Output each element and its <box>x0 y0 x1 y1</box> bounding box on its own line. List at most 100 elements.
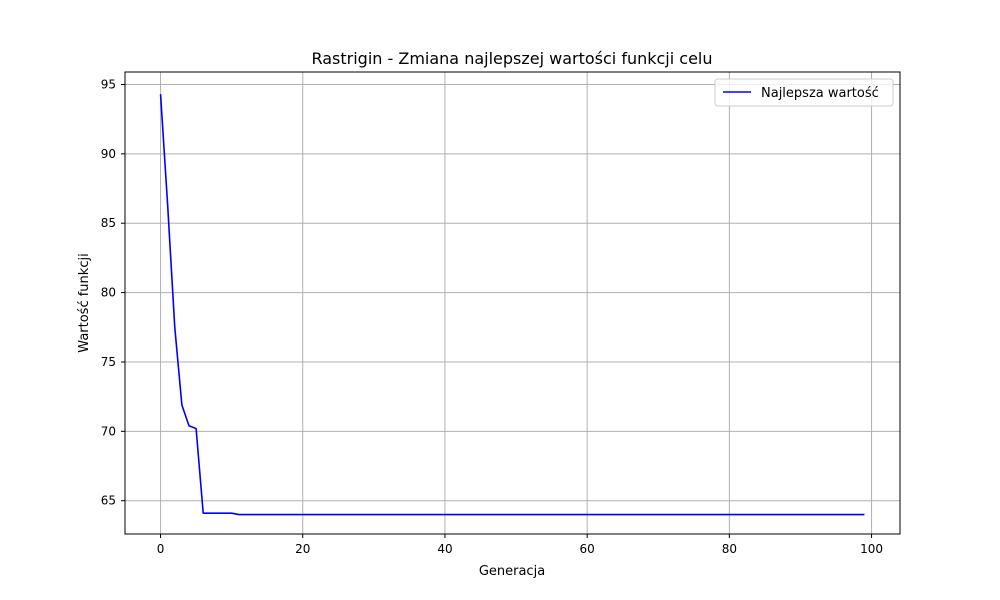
data-point <box>430 514 432 516</box>
data-point <box>494 514 496 516</box>
data-point <box>394 514 396 516</box>
data-point <box>323 514 325 516</box>
series-line-najlepsza-wartosc <box>159 94 865 516</box>
y-tick-label: 75 <box>101 355 116 369</box>
data-point <box>501 514 503 516</box>
data-point <box>743 514 745 516</box>
plot-frame <box>124 71 901 535</box>
y-tick-label: 65 <box>101 494 116 508</box>
data-point <box>437 514 439 516</box>
y-tick-label: 95 <box>101 77 116 91</box>
data-point <box>387 514 389 516</box>
y-tick-label: 80 <box>101 286 116 300</box>
data-point <box>643 514 645 516</box>
data-point <box>487 514 489 516</box>
data-point <box>160 93 162 95</box>
data-point <box>359 514 361 516</box>
data-point <box>316 514 318 516</box>
data-point <box>700 514 702 516</box>
data-point <box>793 514 795 516</box>
grid <box>125 72 900 534</box>
chart-title: Rastrigin - Zmiana najlepszej wartości f… <box>311 49 712 68</box>
data-point <box>800 514 802 516</box>
data-point <box>778 514 780 516</box>
data-point <box>807 514 809 516</box>
data-point <box>565 514 567 516</box>
data-point <box>231 512 233 514</box>
data-point <box>188 425 190 427</box>
data-point <box>622 514 624 516</box>
y-tick-label: 90 <box>101 147 116 161</box>
x-tick-label: 100 <box>860 542 883 556</box>
data-point <box>828 514 830 516</box>
data-point <box>245 514 247 516</box>
data-point <box>636 514 638 516</box>
data-point <box>416 514 418 516</box>
data-point <box>593 514 595 516</box>
data-point <box>522 514 524 516</box>
x-tick-label: 40 <box>437 542 452 556</box>
x-tick-label: 80 <box>722 542 737 556</box>
data-point <box>529 514 531 516</box>
data-point <box>217 512 219 514</box>
data-point <box>444 514 446 516</box>
data-point <box>451 514 453 516</box>
data-point <box>672 514 674 516</box>
data-point <box>849 514 851 516</box>
data-point <box>352 514 354 516</box>
data-point <box>686 514 688 516</box>
x-tick-label: 0 <box>157 542 165 556</box>
data-point <box>665 514 667 516</box>
data-point <box>295 514 297 516</box>
data-point <box>537 514 539 516</box>
x-axis-label: Generacja <box>479 564 545 579</box>
data-point <box>572 514 574 516</box>
data-point <box>302 514 304 516</box>
y-tick-label: 70 <box>101 424 116 438</box>
data-point <box>579 514 581 516</box>
data-point <box>857 514 859 516</box>
data-point <box>473 514 475 516</box>
data-point <box>380 514 382 516</box>
data-point <box>821 514 823 516</box>
data-point <box>615 514 617 516</box>
data-point <box>785 514 787 516</box>
data-point <box>842 514 844 516</box>
data-point <box>252 514 254 516</box>
data-point <box>465 514 467 516</box>
y-tick-label: 85 <box>101 216 116 230</box>
data-point <box>714 514 716 516</box>
data-point <box>366 514 368 516</box>
data-point <box>650 514 652 516</box>
data-point <box>409 514 411 516</box>
data-point <box>174 326 176 328</box>
data-point <box>458 514 460 516</box>
data-point <box>181 404 183 406</box>
data-point <box>757 514 759 516</box>
data-point <box>864 514 866 516</box>
data-point <box>259 514 261 516</box>
ticks: 0 20 40 60 80 100 65 70 75 80 85 90 95 <box>101 77 883 556</box>
data-point <box>338 514 340 516</box>
data-point <box>729 514 731 516</box>
data-point <box>721 514 723 516</box>
data-point <box>558 514 560 516</box>
x-tick-label: 60 <box>580 542 595 556</box>
data-point <box>309 514 311 516</box>
data-point <box>330 514 332 516</box>
data-point <box>202 512 204 514</box>
data-point <box>480 514 482 516</box>
x-tick-label: 20 <box>295 542 310 556</box>
data-point <box>551 514 553 516</box>
data-point <box>508 514 510 516</box>
data-point <box>601 514 603 516</box>
series-layer <box>159 93 866 516</box>
data-point <box>167 204 169 206</box>
data-point <box>515 514 517 516</box>
y-axis-label: Wartość funkcji <box>77 253 92 352</box>
data-point <box>608 514 610 516</box>
data-point <box>736 514 738 516</box>
legend-box <box>714 78 894 107</box>
